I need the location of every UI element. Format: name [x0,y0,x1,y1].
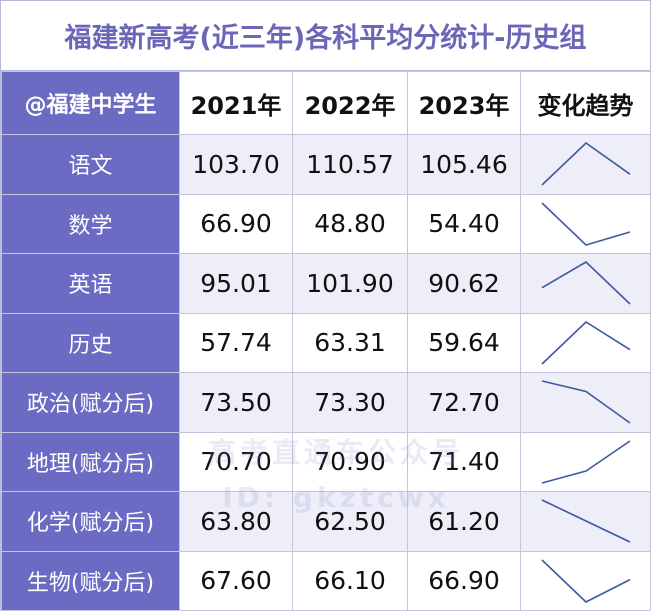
subject-cell: 化学(赋分后) [1,491,180,552]
trend-cell [520,431,651,492]
score-cell: 73.30 [292,372,408,433]
year-header-2023: 2023年 [407,71,521,135]
score-cell: 105.46 [407,134,521,195]
score-cell: 70.70 [179,431,293,492]
trend-line [541,380,630,424]
table-body: 语文 103.70 110.57 105.46 数学 66.90 48.80 54.40 英语 9… [1,134,651,611]
score-cell: 66.90 [179,193,293,254]
trend-line [540,142,630,186]
trend-sparkline [541,499,630,543]
score-cell: 95.01 [179,253,293,314]
score-table: @福建中学生 2021年 2022年 2023年 变化趋势 语文 103.70 11… [1,71,651,611]
trend-cell [520,372,651,433]
trend-sparkline [541,440,630,484]
table-row: 化学(赋分后) 63.80 62.50 61.20 [1,491,651,552]
trend-cell [520,253,651,314]
score-cell: 66.10 [292,550,408,611]
trend-cell [520,193,651,254]
trend-sparkline [540,320,630,365]
score-cell: 63.80 [179,491,293,552]
table-row: 生物(赋分后) 67.60 66.10 66.90 [1,550,651,611]
score-cell: 62.50 [292,491,408,552]
trend-cell [520,312,651,373]
score-cell: 101.90 [292,253,408,314]
table-row: 语文 103.70 110.57 105.46 [1,134,651,195]
trend-cell [520,491,651,552]
trend-sparkline [540,142,630,186]
trend-header: 变化趋势 [520,71,651,135]
trend-line [541,261,631,305]
score-cell: 73.50 [179,372,293,433]
subject-cell: 政治(赋分后) [1,372,180,433]
year-header-2021: 2021年 [179,71,293,135]
trend-sparkline [541,380,630,424]
subject-cell: 生物(赋分后) [1,550,180,611]
subject-cell: 历史 [1,312,180,373]
subject-cell: 地理(赋分后) [1,431,180,492]
score-cell: 48.80 [292,193,408,254]
page-title: 福建新高考(近三年)各科平均分统计-历史组 [1,1,650,71]
trend-line [541,440,630,484]
trend-cell [520,134,651,195]
score-cell: 66.90 [407,550,521,611]
subject-cell: 英语 [1,253,180,314]
score-cell: 54.40 [407,193,521,254]
trend-line [540,559,630,603]
score-cell: 70.90 [292,431,408,492]
table-row: 历史 57.74 63.31 59.64 [1,312,651,373]
corner-header: @福建中学生 [1,71,180,135]
trend-sparkline [540,202,630,246]
table-row: 政治(赋分后) 73.50 73.30 72.70 [1,372,651,433]
score-cell: 59.64 [407,312,521,373]
year-header-2022: 2022年 [292,71,408,135]
score-cell: 90.62 [407,253,521,314]
subject-cell: 语文 [1,134,180,195]
trend-cell [520,550,651,611]
subject-cell: 数学 [1,193,180,254]
trend-line [540,320,630,365]
trend-line [540,202,630,246]
score-cell: 57.74 [179,312,293,373]
score-cell: 63.31 [292,312,408,373]
table-row: 地理(赋分后) 70.70 70.90 71.40 [1,431,651,492]
trend-sparkline [540,559,630,603]
score-cell: 71.40 [407,431,521,492]
table-row: 数学 66.90 48.80 54.40 [1,193,651,254]
table-header-row: @福建中学生 2021年 2022年 2023年 变化趋势 [1,71,651,135]
score-cell: 110.57 [292,134,408,195]
score-cell: 67.60 [179,550,293,611]
trend-sparkline [541,261,631,305]
score-cell: 103.70 [179,134,293,195]
score-cell: 61.20 [407,491,521,552]
table-row: 英语 95.01 101.90 90.62 [1,253,651,314]
trend-line [541,499,630,543]
score-cell: 72.70 [407,372,521,433]
